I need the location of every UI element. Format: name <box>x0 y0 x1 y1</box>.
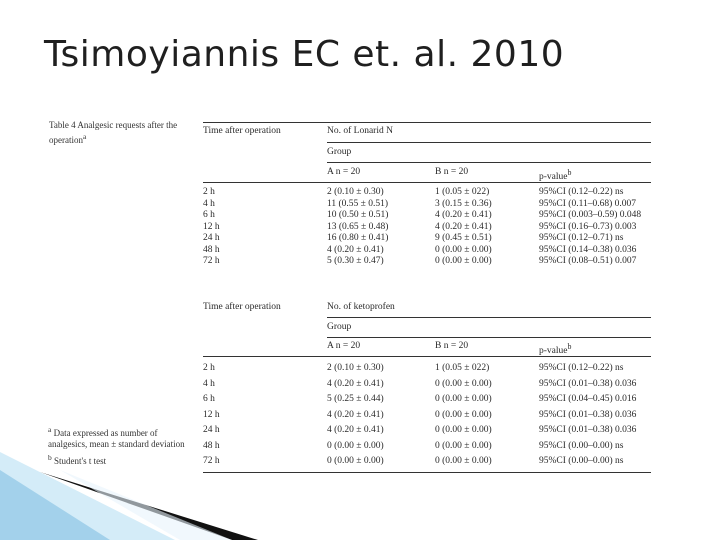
s1-col-p: p-valueb <box>539 167 571 183</box>
section1-row-time: 12 h <box>203 221 220 232</box>
footnote-b-mark: b <box>48 453 52 462</box>
section1-row-time: 72 h <box>203 256 220 266</box>
section2-row-a: 0 (0.00 ± 0.00) <box>327 456 384 466</box>
section1-row-a: 13 (0.65 ± 0.48) <box>327 221 389 232</box>
section1-row-b: 9 (0.45 ± 0.51) <box>435 233 492 243</box>
rule-bottom <box>203 472 651 473</box>
section2-row-p: 95%CI (0.00–0.00) ns <box>539 440 624 451</box>
section2-row-time: 24 h <box>203 425 220 435</box>
section1-row-time: 2 h <box>203 187 215 197</box>
footnote-a: a Data expressed as number of analgesics… <box>48 424 198 450</box>
section2-row-p: 95%CI (0.01–0.38) 0.036 <box>539 425 637 435</box>
section2-row-a: 4 (0.20 ± 0.41) <box>327 425 384 435</box>
section2-row-a: 5 (0.25 ± 0.44) <box>327 394 384 404</box>
s2-rule-group <box>327 337 651 338</box>
s2-col-b: B n = 20 <box>435 341 469 351</box>
section1-row-a: 4 (0.20 ± 0.41) <box>327 244 384 255</box>
s2-col-a: A n = 20 <box>327 341 361 351</box>
section1-row-p: 95%CI (0.003–0.59) 0.048 <box>539 210 642 220</box>
s2-col-p: p-valueb <box>539 341 571 357</box>
section1-row-time: 4 h <box>203 198 215 209</box>
section2-row-p: 95%CI (0.01–0.38) 0.036 <box>539 378 637 389</box>
s1-col-b: B n = 20 <box>435 167 469 177</box>
table-footnotes: a Data expressed as number of analgesics… <box>48 424 198 469</box>
s1-rule-drug <box>327 142 651 143</box>
s1-rule-header <box>203 182 651 183</box>
section2-row-time: 2 h <box>203 363 215 373</box>
table-caption: Table 4 Analgesic requests after the ope… <box>49 120 194 146</box>
section1-row-time: 48 h <box>203 244 220 255</box>
caption-sup: a <box>83 132 87 141</box>
section2-row-b: 0 (0.00 ± 0.00) <box>435 456 492 466</box>
s2-col-p-text: p-value <box>539 346 568 357</box>
section2-row-p: 95%CI (0.01–0.38) 0.036 <box>539 409 637 420</box>
section1-row-a: 10 (0.50 ± 0.51) <box>327 210 389 220</box>
section1-row-a: 5 (0.30 ± 0.47) <box>327 256 384 266</box>
section2-row-p: 95%CI (0.04–0.45) 0.016 <box>539 394 637 404</box>
section1-row-b: 4 (0.20 ± 0.41) <box>435 221 492 232</box>
section2-row-time: 48 h <box>203 440 220 451</box>
section1-row-time: 6 h <box>203 210 215 220</box>
caption-text: Table 4 Analgesic requests after the ope… <box>49 120 178 145</box>
section1-row-a: 11 (0.55 ± 0.51) <box>327 198 389 209</box>
section2-row-a: 0 (0.00 ± 0.00) <box>327 440 384 451</box>
section1-row-time: 24 h <box>203 233 220 243</box>
s2-rule-drug <box>327 317 651 318</box>
section2-row-p: 95%CI (0.12–0.22) ns <box>539 363 624 373</box>
section1-row-p: 95%CI (0.14–0.38) 0.036 <box>539 244 637 255</box>
s1-col-a: A n = 20 <box>327 167 361 177</box>
footnote-b-text: Student's t test <box>54 456 107 466</box>
section1-row-b: 0 (0.00 ± 0.00) <box>435 256 492 266</box>
section2-row-b: 0 (0.00 ± 0.00) <box>435 425 492 435</box>
s2-col-p-sup: b <box>567 342 572 351</box>
table-figure: Table 4 Analgesic requests after the ope… <box>42 112 654 486</box>
footnote-a-mark: a <box>48 425 52 434</box>
section2-row-b: 0 (0.00 ± 0.00) <box>435 409 492 420</box>
section2-row-a: 4 (0.20 ± 0.41) <box>327 378 384 389</box>
section2-row-b: 0 (0.00 ± 0.00) <box>435 440 492 451</box>
s1-group-label: Group <box>327 147 352 157</box>
section1-row-p: 95%CI (0.16–0.73) 0.003 <box>539 221 637 232</box>
s1-drug-header: No. of Lonarid N <box>327 126 393 136</box>
section1-row-a: 16 (0.80 ± 0.41) <box>327 233 389 243</box>
s1-time-header: Time after operation <box>203 126 281 136</box>
section1-row-b: 0 (0.00 ± 0.00) <box>435 244 492 255</box>
section2-row-a: 4 (0.20 ± 0.41) <box>327 409 384 420</box>
section2-row-time: 12 h <box>203 409 220 420</box>
rule-top <box>203 122 651 123</box>
section2-row-b: 0 (0.00 ± 0.00) <box>435 378 492 389</box>
section2-row-time: 4 h <box>203 378 215 389</box>
s1-col-p-sup: b <box>567 168 572 177</box>
section2-row-b: 0 (0.00 ± 0.00) <box>435 394 492 404</box>
section2-row-time: 72 h <box>203 456 220 466</box>
slide-title: Tsimoyiannis EC et. al. 2010 <box>44 34 565 75</box>
footnote-b: b Student's t test <box>48 452 198 467</box>
section2-row-time: 6 h <box>203 394 215 404</box>
section1-row-b: 4 (0.20 ± 0.41) <box>435 210 492 220</box>
section2-row-b: 1 (0.05 ± 022) <box>435 363 490 373</box>
section1-row-b: 1 (0.05 ± 022) <box>435 187 490 197</box>
section1-row-p: 95%CI (0.12–0.71) ns <box>539 233 624 243</box>
s2-drug-header: No. of ketoprofen <box>327 302 395 312</box>
s2-group-label: Group <box>327 322 352 332</box>
section1-row-p: 95%CI (0.08–0.51) 0.007 <box>539 256 637 266</box>
section1-row-p: 95%CI (0.11–0.68) 0.007 <box>539 198 637 209</box>
section1-row-a: 2 (0.10 ± 0.30) <box>327 187 384 197</box>
section2-row-p: 95%CI (0.00–0.00) ns <box>539 456 624 466</box>
s1-rule-group <box>327 162 651 163</box>
section2-row-a: 2 (0.10 ± 0.30) <box>327 363 384 373</box>
footnote-a-text: Data expressed as number of analgesics, … <box>48 428 185 449</box>
s2-rule-header <box>203 356 651 357</box>
s2-time-header: Time after operation <box>203 302 281 312</box>
section1-row-p: 95%CI (0.12–0.22) ns <box>539 187 624 197</box>
s1-col-p-text: p-value <box>539 172 568 183</box>
section1-row-b: 3 (0.15 ± 0.36) <box>435 198 492 209</box>
